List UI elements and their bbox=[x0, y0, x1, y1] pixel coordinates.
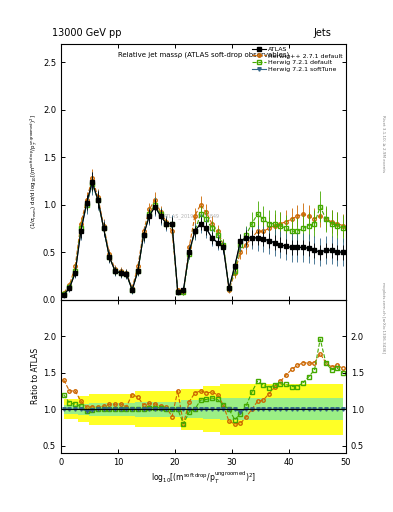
Text: Rivet 3.1.10; ≥ 2.9M events: Rivet 3.1.10; ≥ 2.9M events bbox=[381, 115, 385, 172]
Y-axis label: Ratio to ATLAS: Ratio to ATLAS bbox=[31, 348, 40, 404]
Text: Relative jet massρ (ATLAS soft-drop observables): Relative jet massρ (ATLAS soft-drop obse… bbox=[118, 51, 289, 58]
Legend: ATLAS, Herwig++ 2.7.1 default, Herwig 7.2.1 default, Herwig 7.2.1 softTune: ATLAS, Herwig++ 2.7.1 default, Herwig 7.… bbox=[252, 47, 343, 72]
Text: Jets: Jets bbox=[313, 28, 331, 38]
Text: mcplots.cern.ch [arXiv:1306.3436]: mcplots.cern.ch [arXiv:1306.3436] bbox=[381, 282, 385, 353]
Y-axis label: $(1/\sigma_{\rm{resm}})$ d$\sigma$/d log$_{10}$[(m$^{\rm{soft\,drop}}$/p$_T^{\rm: $(1/\sigma_{\rm{resm}})$ d$\sigma$/d log… bbox=[29, 114, 40, 229]
Text: 13000 GeV pp: 13000 GeV pp bbox=[52, 28, 121, 38]
Text: ATLAS_2019_I1772849: ATLAS_2019_I1772849 bbox=[164, 214, 220, 219]
X-axis label: log$_{10}$[(m$^{\rm{soft\,drop}}$/p$_T^{\rm{ungroomed}}$)$^2$]: log$_{10}$[(m$^{\rm{soft\,drop}}$/p$_T^{… bbox=[151, 470, 256, 486]
